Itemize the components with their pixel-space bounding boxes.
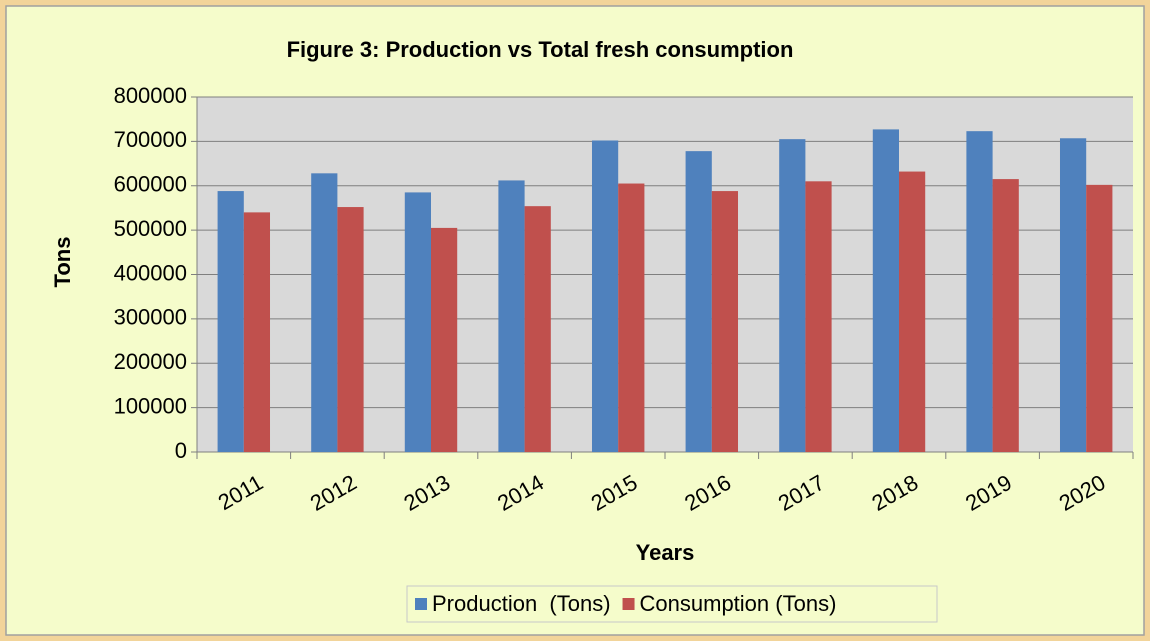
legend-box [406,585,938,623]
y-tick-label: 0 [175,438,187,463]
legend-swatch [415,598,427,610]
chart-title: Figure 3: Production vs Total fresh cons… [287,37,794,62]
bar [1086,184,1113,453]
bar [685,151,712,452]
bar [779,139,806,452]
bar [337,207,364,452]
y-tick-label: 700000 [114,127,187,152]
bar [591,140,619,453]
bar [498,180,525,453]
bar [618,183,645,452]
y-tick-label: 800000 [114,83,187,108]
bar [992,179,1019,452]
bar [311,173,338,452]
bar [217,191,244,452]
bar [404,192,431,452]
bar [966,131,993,452]
bar [872,129,899,453]
y-axis-label: Tons [50,237,75,288]
y-tick-label: 500000 [114,216,187,241]
x-axis-label: Years [636,540,695,565]
legend-swatch [622,598,635,610]
bar [243,212,271,452]
bar [805,181,832,452]
bar [899,171,926,453]
bar [1059,138,1087,453]
bar [524,206,551,452]
legend-label: Consumption (Tons) [640,591,837,616]
bar [711,191,739,452]
y-tick-label: 600000 [114,172,187,197]
legend: Production (Tons) Consumption (Tons) [406,585,938,623]
legend-label: Production (Tons) [432,591,611,616]
y-tick-label: 200000 [114,349,187,374]
y-tick-label: 400000 [114,260,187,285]
bar [431,227,458,452]
y-tick-label: 300000 [114,305,187,330]
y-tick-label: 100000 [114,393,187,418]
